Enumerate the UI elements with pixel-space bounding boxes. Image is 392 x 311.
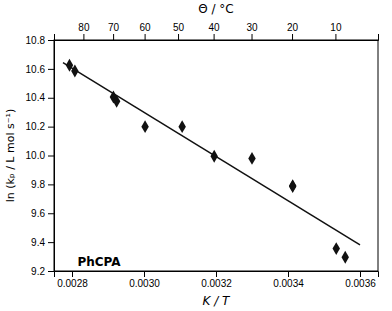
tick: 0.0034 xyxy=(273,271,304,289)
tick-mark xyxy=(48,127,54,128)
tick-mark xyxy=(360,271,361,277)
tick: 30 xyxy=(246,22,258,40)
tick: 10.0 xyxy=(26,150,54,161)
tick-mark xyxy=(48,184,54,185)
tick-label: 20 xyxy=(287,22,299,33)
x2-axis-title: Θ / °C xyxy=(198,2,234,16)
point xyxy=(178,120,185,133)
tick: 50 xyxy=(173,22,185,40)
x2-axis: 80 70 60 50 40 30 20 10 xyxy=(55,22,379,41)
y-axis: 9.2 9.4 9.6 9.8 10.0 10.2 10.4 10.6 10.8 xyxy=(26,35,55,277)
axis-line xyxy=(55,272,379,278)
tick: 10.2 xyxy=(26,121,54,132)
tick-label: 0.0034 xyxy=(273,278,304,289)
point xyxy=(333,242,340,255)
tick-mark xyxy=(48,156,54,157)
tick-mark xyxy=(48,40,54,41)
tick-mark xyxy=(48,69,54,70)
tick-mark xyxy=(113,34,114,40)
tick-label: 10 xyxy=(330,22,342,33)
tick-label: 70 xyxy=(108,22,120,33)
tick-label: 9.6 xyxy=(31,208,45,219)
tick: 70 xyxy=(108,22,120,40)
tick: 20 xyxy=(287,22,299,40)
tick-mark xyxy=(48,98,54,99)
plot-frame xyxy=(54,40,378,271)
tick-mark xyxy=(288,271,289,277)
tick-mark xyxy=(83,34,84,40)
tick-label: 30 xyxy=(246,22,258,33)
tick-label: 50 xyxy=(173,22,185,33)
tick-label: 9.2 xyxy=(31,266,45,277)
tick-mark xyxy=(214,34,215,40)
tick-mark xyxy=(145,34,146,40)
tick: 0.0028 xyxy=(57,271,88,289)
tick-mark xyxy=(48,242,54,243)
tick: 80 xyxy=(78,22,90,40)
point xyxy=(248,152,255,165)
tick-mark xyxy=(216,271,217,277)
tick: 10.4 xyxy=(26,92,54,103)
tick: 60 xyxy=(140,22,152,40)
tick-label: 10.4 xyxy=(26,92,46,103)
tick: 0.0030 xyxy=(129,271,160,289)
axis-line xyxy=(48,41,55,272)
tick: 9.2 xyxy=(31,266,54,277)
tick-mark xyxy=(178,34,179,40)
point xyxy=(289,179,296,192)
tick: 10 xyxy=(330,22,342,40)
tick-label: 10.8 xyxy=(26,35,46,46)
tick-mark xyxy=(144,271,145,277)
tick-mark xyxy=(335,34,336,40)
tick-label: 0.0036 xyxy=(345,278,376,289)
tick: 0.0032 xyxy=(201,271,232,289)
tick: 9.6 xyxy=(31,208,54,219)
tick-mark xyxy=(48,271,54,272)
x-axis-title: K / T xyxy=(203,294,232,308)
tick-label: 10.0 xyxy=(26,150,46,161)
fit-line xyxy=(63,63,360,245)
x-axis: 0.0028 0.0030 0.0032 0.0034 0.0036 xyxy=(55,271,379,289)
y-axis-title: ln (kₚ / L mol s⁻¹) xyxy=(4,109,17,202)
tick: 40 xyxy=(209,22,221,40)
tick-mark xyxy=(48,213,54,214)
tick: 0.0036 xyxy=(345,271,376,289)
tick: 9.8 xyxy=(31,179,54,190)
tick-mark xyxy=(292,34,293,40)
point xyxy=(141,120,148,133)
marks xyxy=(63,59,360,264)
point xyxy=(113,95,120,108)
tick-label: 40 xyxy=(209,22,221,33)
tick-label: 0.0030 xyxy=(129,278,160,289)
tick: 10.8 xyxy=(26,35,54,46)
plot: 0.0028 0.0030 0.0032 0.0034 0.0036 80 70 60 50 40… xyxy=(26,22,379,289)
point xyxy=(342,251,349,264)
axis-line xyxy=(55,34,379,41)
tick-label: 9.8 xyxy=(31,179,45,190)
point xyxy=(71,65,78,78)
tick-label: 80 xyxy=(78,22,90,33)
tick-label: 0.0032 xyxy=(201,278,232,289)
point xyxy=(210,150,217,163)
chart: 0.0028 0.0030 0.0032 0.0034 0.0036 80 70 60 50 40… xyxy=(0,0,392,311)
tick-label: 9.4 xyxy=(31,237,45,248)
tick-label: 60 xyxy=(140,22,152,33)
annotation: PhCPA xyxy=(77,255,121,269)
tick-label: 10.2 xyxy=(26,121,46,132)
tick-label: 10.6 xyxy=(26,64,46,75)
tick: 9.4 xyxy=(31,237,54,248)
point xyxy=(289,180,296,193)
tick: 10.6 xyxy=(26,64,54,75)
tick-mark xyxy=(72,271,73,277)
tick-mark xyxy=(252,34,253,40)
tick-label: 0.0028 xyxy=(57,278,88,289)
